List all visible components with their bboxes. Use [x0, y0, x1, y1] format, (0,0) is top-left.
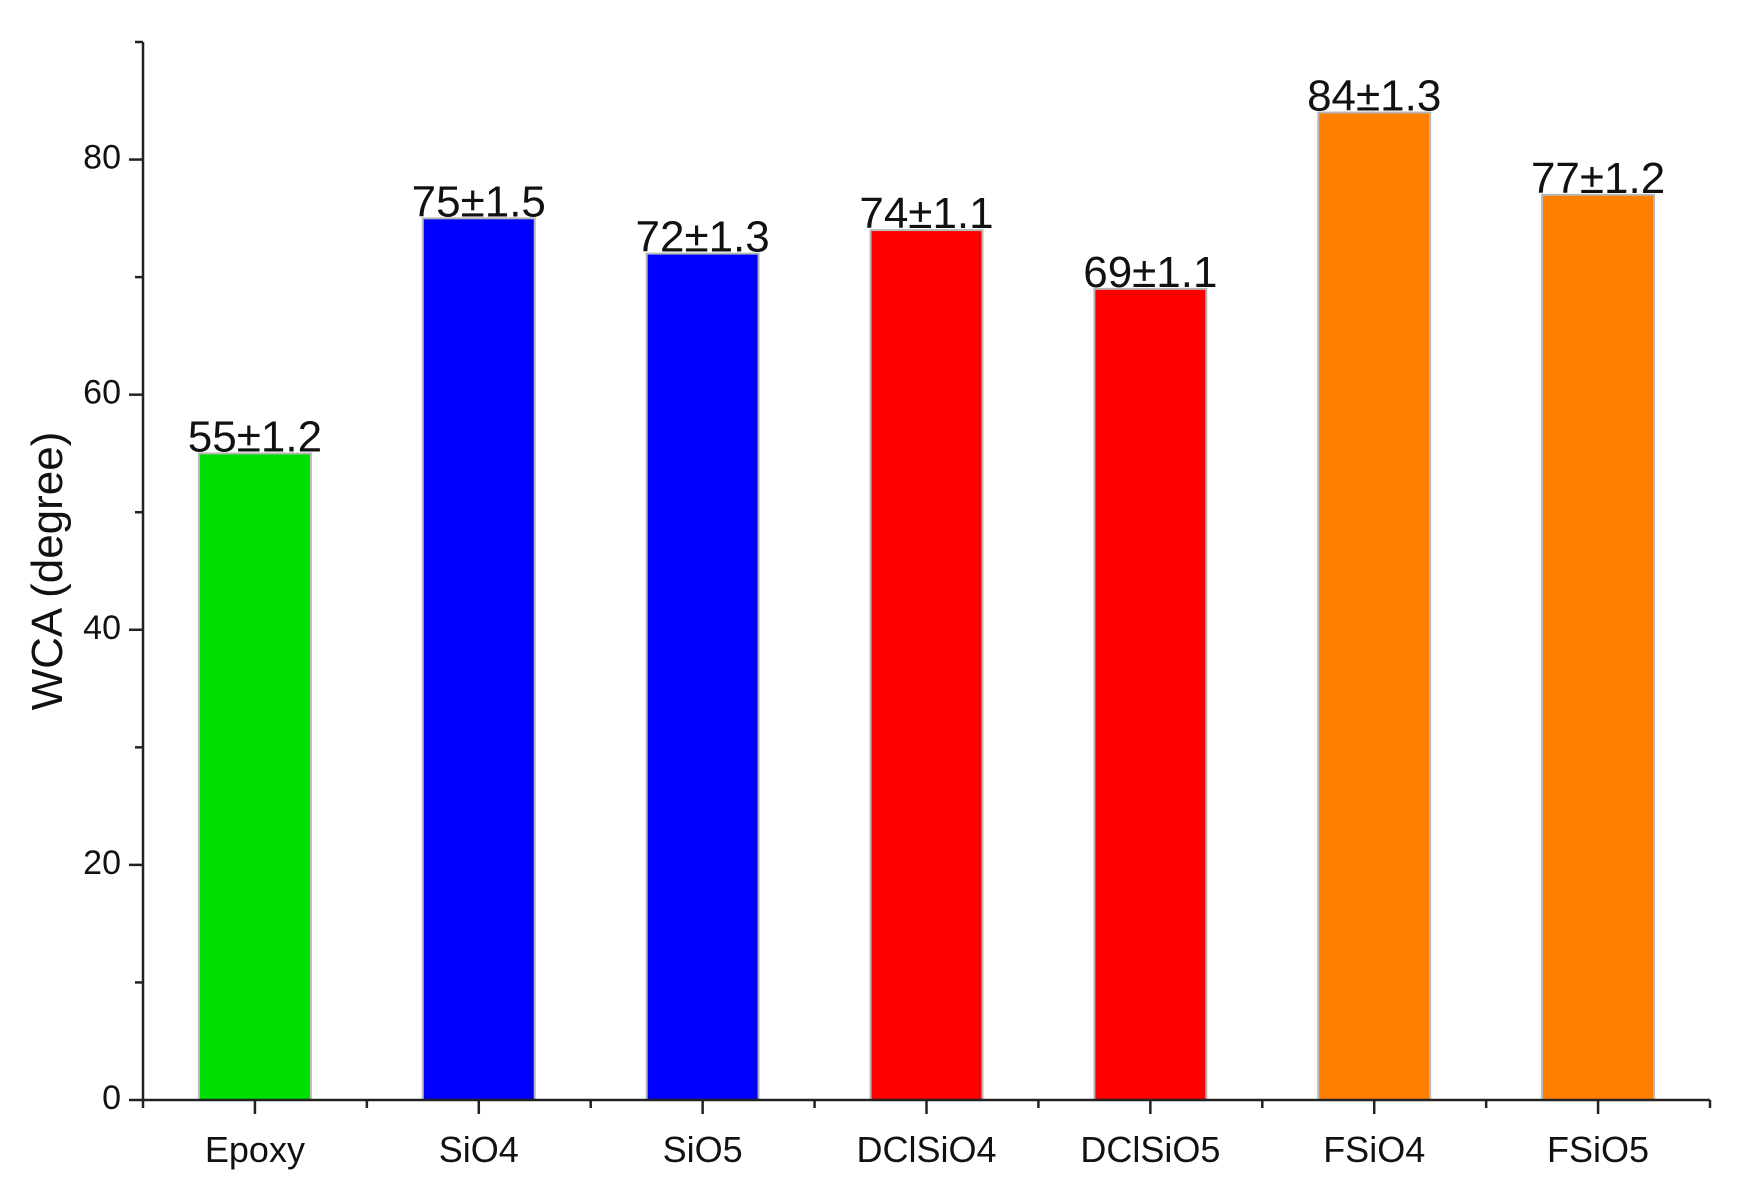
x-tick-label: FSiO4 — [1323, 1129, 1425, 1170]
bar-dclsio4 — [869, 229, 984, 1102]
data-label: 55±1.2 — [188, 412, 322, 461]
y-axis-title: WCA (degree) — [23, 432, 72, 711]
data-label: 69±1.1 — [1083, 248, 1217, 297]
y-tick-label: 0 — [102, 1079, 121, 1117]
y-tick-label: 60 — [83, 374, 121, 412]
x-tick-label: DClSiO5 — [1080, 1129, 1220, 1170]
data-label: 75±1.5 — [412, 177, 546, 226]
bar-dclsio5 — [1093, 287, 1208, 1102]
y-tick-label: 20 — [83, 844, 121, 882]
data-label: 74±1.1 — [859, 189, 993, 238]
bar-fsio5 — [1541, 193, 1656, 1102]
bar-sio5 — [645, 252, 760, 1102]
data-label: 84±1.3 — [1307, 72, 1441, 121]
x-tick-label: SiO4 — [439, 1129, 519, 1170]
bar-fsio4 — [1317, 111, 1432, 1102]
x-tick-label: Epoxy — [205, 1129, 305, 1170]
data-labels-layer: 55±1.2 75±1.5 72±1.3 74±1.1 69±1.1 84±1.3 77±1… — [188, 72, 1665, 462]
x-tick-label: DClSiO4 — [856, 1129, 996, 1170]
x-tick-label: SiO5 — [663, 1129, 743, 1170]
bars-layer — [197, 111, 1656, 1102]
x-tick-label: FSiO5 — [1547, 1129, 1649, 1170]
data-label: 77±1.2 — [1531, 154, 1665, 203]
bar-epoxy — [197, 452, 312, 1101]
data-label: 72±1.3 — [636, 213, 770, 262]
x-ticks-layer: Epoxy SiO4 SiO5 DClSiO4 DClSiO5 FSiO4 FSiO5 — [141, 1100, 1712, 1170]
y-tick-label: 40 — [83, 609, 121, 647]
bar-sio4 — [421, 217, 536, 1102]
y-ticks-layer: 0 20 40 60 80 — [83, 40, 143, 1117]
y-tick-label: 80 — [83, 139, 121, 177]
